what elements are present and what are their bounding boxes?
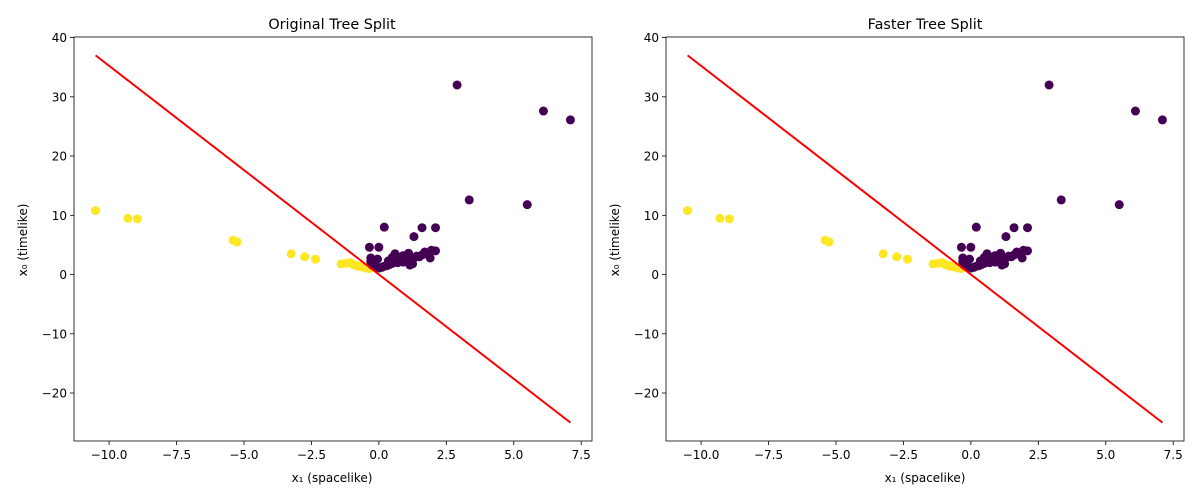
x-tick-label: 0.0	[369, 448, 388, 462]
x-tick-label: 2.5	[1029, 448, 1048, 462]
data-point	[452, 80, 462, 90]
y-tick-label: 0	[59, 268, 67, 282]
data-point	[966, 242, 976, 252]
y-tick-label: 30	[52, 90, 67, 104]
y-tick-label: 20	[644, 150, 659, 164]
x-tick-label: −7.5	[162, 448, 191, 462]
scatter-points	[91, 80, 575, 274]
scatter-points	[683, 80, 1167, 274]
x-tick-label: 7.5	[1164, 448, 1183, 462]
data-point	[1009, 223, 1019, 233]
data-point	[383, 256, 393, 266]
data-point	[724, 214, 734, 224]
chart-title: Faster Tree Split	[868, 17, 983, 33]
data-point	[956, 242, 966, 252]
x-axis-label: x₁ (spacelike)	[885, 471, 966, 485]
data-point	[394, 254, 404, 264]
data-point	[409, 232, 419, 242]
data-point	[373, 254, 383, 264]
data-point	[364, 242, 374, 252]
data-point	[997, 260, 1007, 270]
data-point	[1006, 252, 1016, 262]
data-point	[824, 237, 834, 247]
data-point	[975, 256, 985, 266]
x-tick-label: 5.0	[1096, 448, 1115, 462]
y-tick-label: −20	[634, 387, 659, 401]
x-tick-label: −5.0	[821, 448, 850, 462]
data-point	[1157, 115, 1167, 125]
x-axis-label: x₁ (spacelike)	[292, 471, 373, 485]
y-tick-label: 0	[651, 268, 659, 282]
y-tick-label: −20	[42, 387, 67, 401]
y-tick-label: 30	[644, 90, 659, 104]
y-tick-label: 40	[644, 31, 659, 45]
data-point	[1114, 200, 1124, 210]
data-point	[431, 246, 441, 256]
split-line	[686, 54, 1164, 424]
x-tick-label: −2.5	[889, 448, 918, 462]
data-point	[464, 195, 474, 205]
chart-panel-original: Original Tree Split x₁ (spacelike) x₀ (t…	[16, 17, 593, 485]
data-point	[431, 223, 441, 233]
data-point	[1023, 223, 1033, 233]
y-tick-label: 10	[52, 209, 67, 223]
x-tick-label: −2.5	[297, 448, 326, 462]
data-point	[522, 200, 532, 210]
data-point	[1056, 195, 1066, 205]
y-axis-label: x₀ (timelike)	[608, 204, 622, 277]
data-point	[374, 242, 384, 252]
data-point	[1017, 253, 1027, 263]
x-tick-label: −7.5	[754, 448, 783, 462]
y-tick-label: 40	[52, 31, 67, 45]
x-tick-label: 0.0	[961, 448, 980, 462]
y-tick-label: 20	[52, 150, 67, 164]
y-tick-label: −10	[42, 327, 67, 341]
plot-frame	[73, 36, 593, 442]
x-tick-label: 7.5	[572, 448, 591, 462]
plot-frame	[665, 36, 1185, 442]
data-point	[417, 223, 427, 233]
data-point	[892, 252, 902, 262]
x-tick-label: 2.5	[437, 448, 456, 462]
data-point	[91, 206, 101, 216]
data-point	[902, 254, 912, 264]
data-point	[971, 222, 981, 232]
data-point	[1130, 106, 1140, 116]
data-point	[405, 260, 415, 270]
data-point	[538, 106, 548, 116]
data-point	[286, 249, 296, 259]
data-point	[1001, 232, 1011, 242]
chart-panel-faster: Faster Tree Split x₁ (spacelike) x₀ (tim…	[608, 17, 1185, 485]
data-point	[1044, 80, 1054, 90]
chart-title: Original Tree Split	[268, 17, 396, 33]
data-point	[683, 206, 693, 216]
data-point	[232, 237, 242, 247]
data-point	[379, 222, 389, 232]
x-tick-label: −10.0	[683, 448, 720, 462]
data-point	[1023, 246, 1033, 256]
data-point	[123, 213, 133, 223]
split-line	[94, 54, 572, 424]
data-point	[132, 214, 142, 224]
x-tick-label: 5.0	[504, 448, 523, 462]
x-tick-label: −5.0	[229, 448, 258, 462]
data-point	[986, 254, 996, 264]
data-point	[715, 213, 725, 223]
data-point	[310, 254, 320, 264]
y-axis-label: x₀ (timelike)	[16, 204, 30, 277]
y-tick-label: −10	[634, 327, 659, 341]
data-point	[565, 115, 575, 125]
data-point	[965, 254, 975, 264]
y-tick-label: 10	[644, 209, 659, 223]
data-point	[300, 252, 310, 262]
data-point	[425, 253, 435, 263]
data-point	[414, 252, 424, 262]
x-tick-label: −10.0	[91, 448, 128, 462]
data-point	[878, 249, 888, 259]
